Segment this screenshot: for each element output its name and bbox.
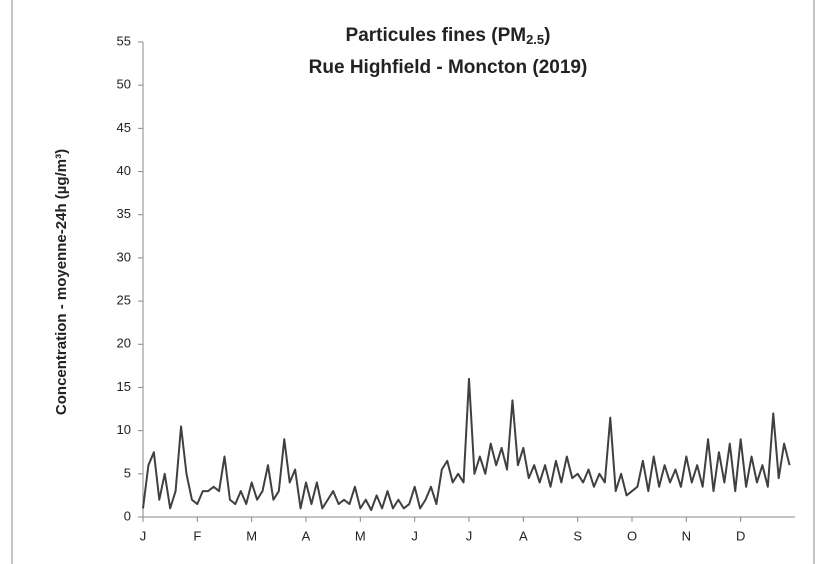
title-main: Particules fines (PM — [346, 25, 527, 46]
x-tick-label: J — [411, 528, 418, 543]
x-tick-label: N — [682, 528, 691, 543]
y-tick-label: 10 — [117, 422, 131, 437]
y-tick-label: 50 — [117, 77, 131, 92]
y-tick-label: 55 — [117, 33, 131, 48]
title-suffix: ) — [544, 25, 550, 46]
x-tick-label: O — [627, 528, 637, 543]
y-tick-label: 30 — [117, 249, 131, 264]
data-line — [142, 377, 791, 512]
y-tick-label: 25 — [117, 293, 131, 308]
chart-subtitle: Rue Highfield - Moncton (2019) — [309, 57, 588, 78]
x-tick-label: A — [519, 528, 528, 543]
y-axis-label: Concentration - moyenne-24h (µg/m³) — [53, 149, 70, 415]
chart-title: Particules fines (PM2.5) — [346, 25, 551, 47]
y-tick-label: 35 — [117, 206, 131, 221]
y-tick-label: 40 — [117, 163, 131, 178]
x-tick-label: M — [355, 528, 366, 543]
x-tick-label: A — [302, 528, 311, 543]
x-tick-label: J — [140, 528, 147, 543]
x-tick-label: D — [736, 528, 745, 543]
x-tick-label: S — [573, 528, 582, 543]
title-subscript: 2.5 — [526, 32, 544, 47]
y-tick-label: 5 — [124, 465, 131, 480]
x-tick-label: J — [466, 528, 473, 543]
y-tick-label: 0 — [124, 508, 131, 523]
y-tick-label: 20 — [117, 336, 131, 351]
y-tick-label: 45 — [117, 120, 131, 135]
x-tick-label: M — [246, 528, 257, 543]
x-tick-label: F — [193, 528, 201, 543]
y-tick-label: 15 — [117, 379, 131, 394]
